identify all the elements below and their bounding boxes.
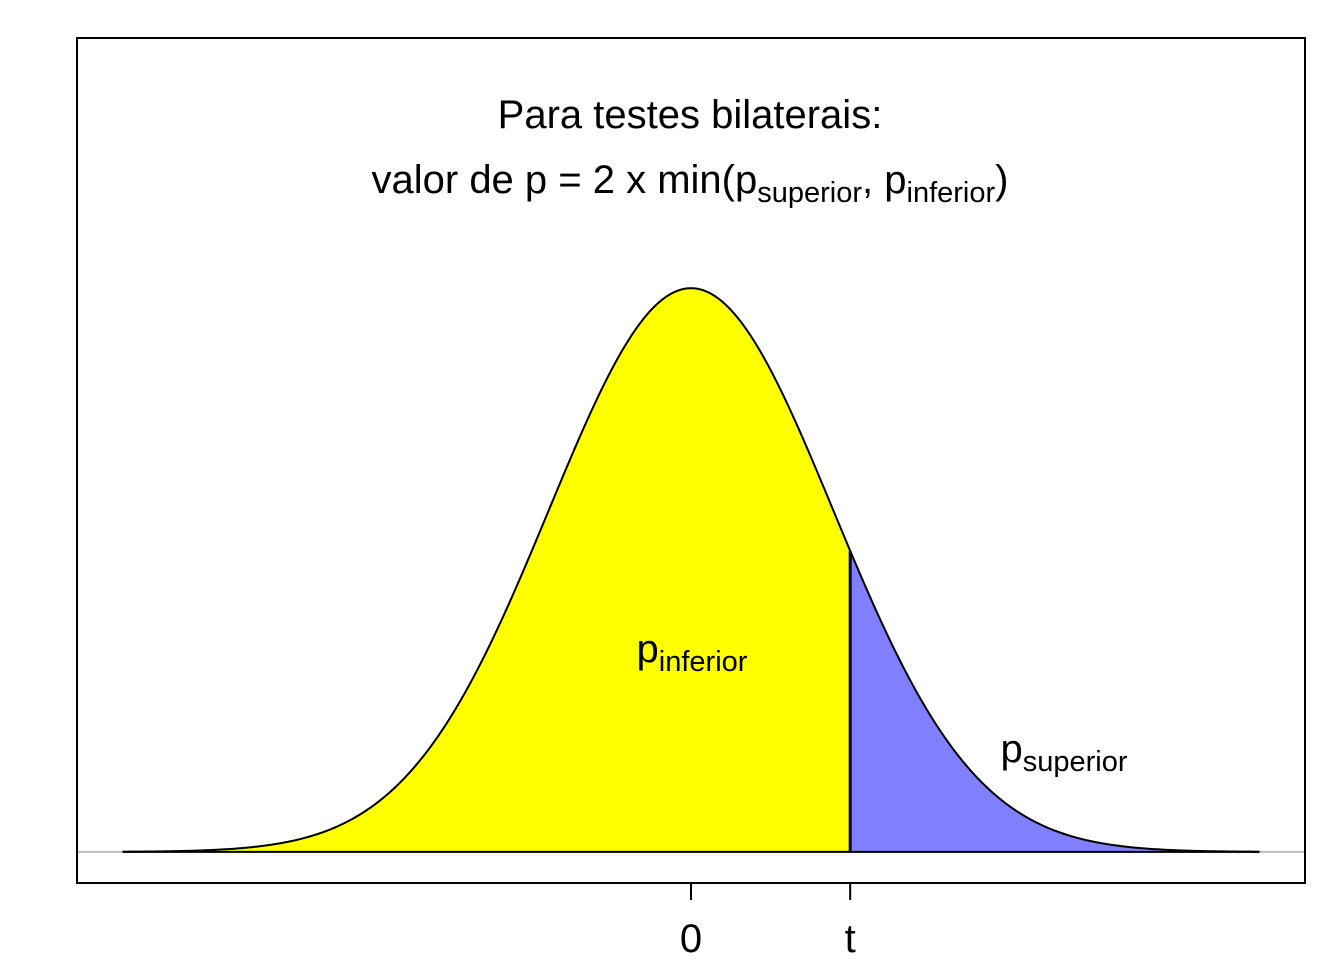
annotation-main: p [637,627,659,671]
lower-area [122,288,851,852]
plot-area [77,287,1305,853]
chart-title: Para testes bilaterais: [498,93,883,137]
annotation-main: p [1000,727,1022,771]
annotation-sub: inferior [659,646,748,678]
subtitle-part: valor de p = 2 x min(p [372,158,758,202]
density-curve [122,287,1260,853]
subtitle-part: ) [995,158,1008,202]
x-tick-label: 0 [680,917,702,960]
subtitle-sub: inferior [907,177,996,209]
subtitle-part: , p [862,158,906,202]
annotation-lower: pinferior [637,627,748,678]
annotation-upper: psuperior [1000,727,1127,778]
subtitle-sub: superior [757,177,862,209]
annotation-sub: superior [1023,746,1128,778]
upper-area [850,550,1260,852]
x-tick-label: t [845,917,856,960]
chart-subtitle: valor de p = 2 x min(psuperior, pinferio… [372,158,1009,209]
